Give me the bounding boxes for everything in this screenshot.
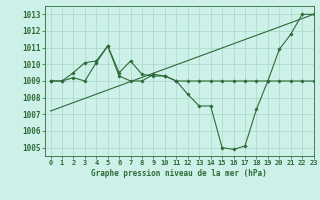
- X-axis label: Graphe pression niveau de la mer (hPa): Graphe pression niveau de la mer (hPa): [91, 169, 267, 178]
